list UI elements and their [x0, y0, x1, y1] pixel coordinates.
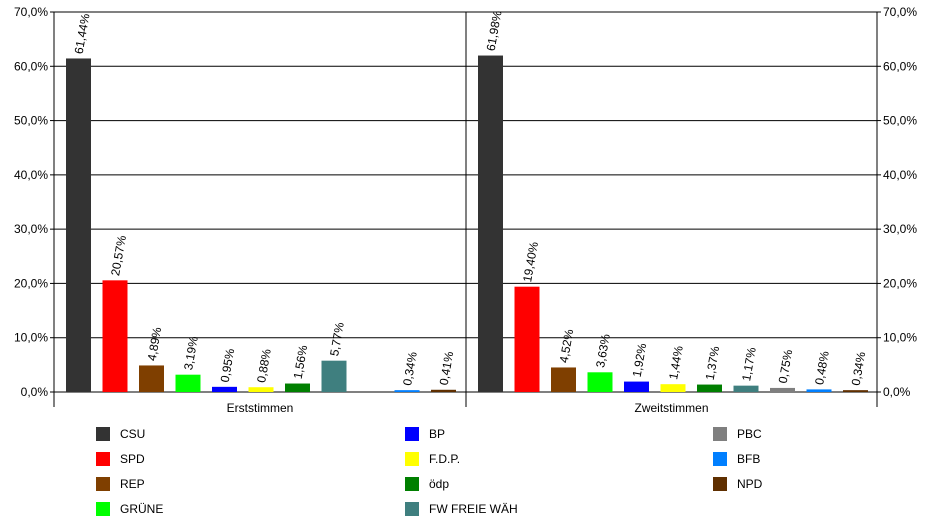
bar — [660, 384, 686, 392]
bar — [102, 280, 128, 392]
data-label: 0,95% — [218, 347, 238, 383]
bar — [285, 383, 310, 392]
y-tick-label: 40,0% — [14, 168, 48, 182]
bar — [66, 58, 91, 393]
data-label: 1,56% — [291, 344, 311, 380]
data-label: 0,41% — [437, 350, 457, 386]
x-category-label: Zweitstimmen — [634, 401, 708, 415]
y-tick-label-right: 0,0% — [883, 385, 911, 399]
data-label: 5,77% — [327, 321, 347, 357]
data-label: 1,44% — [666, 344, 686, 380]
data-label: 61,98% — [484, 9, 505, 52]
bar — [733, 385, 759, 392]
bar — [697, 384, 722, 392]
y-tick-label-right: 40,0% — [883, 168, 917, 182]
bar — [321, 360, 347, 392]
y-tick-label-right: 70,0% — [883, 5, 917, 19]
y-tick-label-right: 20,0% — [883, 276, 917, 290]
bar — [212, 386, 237, 392]
y-tick-label-right: 60,0% — [883, 59, 917, 73]
y-tick-label: 0,0% — [21, 385, 49, 399]
y-tick-label: 30,0% — [14, 222, 48, 236]
bar — [248, 387, 274, 392]
y-tick-label: 20,0% — [14, 276, 48, 290]
y-tick-label: 50,0% — [14, 114, 48, 128]
bar — [587, 372, 613, 392]
y-tick-label: 70,0% — [14, 5, 48, 19]
bar — [394, 390, 420, 392]
data-label: 3,19% — [181, 335, 201, 371]
data-label: 0,34% — [400, 350, 420, 386]
bar — [431, 389, 456, 392]
y-tick-label-right: 50,0% — [883, 114, 917, 128]
data-label: 0,88% — [254, 347, 274, 383]
data-label: 19,40% — [520, 240, 541, 283]
data-label: 1,17% — [739, 346, 759, 382]
data-label: 0,48% — [812, 350, 832, 386]
bar — [514, 286, 540, 392]
bar — [770, 387, 795, 392]
data-label: 4,89% — [145, 326, 165, 362]
data-label: 3,63% — [593, 333, 613, 369]
data-label: 0,75% — [776, 348, 796, 384]
bar — [139, 365, 164, 392]
y-tick-label-right: 30,0% — [883, 222, 917, 236]
x-category-label: Erststimmen — [227, 401, 294, 415]
data-label: 1,37% — [703, 345, 723, 381]
data-label: 61,44% — [72, 12, 93, 55]
bar — [843, 390, 868, 392]
y-tick-label: 60,0% — [14, 59, 48, 73]
bar — [624, 381, 649, 392]
data-label: 4,52% — [557, 328, 577, 364]
y-tick-label: 10,0% — [14, 331, 48, 345]
y-tick-label-right: 10,0% — [883, 331, 917, 345]
data-label: 1,92% — [630, 342, 650, 378]
bar — [175, 374, 201, 392]
data-label: 20,57% — [108, 234, 129, 277]
bar — [478, 55, 503, 393]
bar — [806, 389, 832, 392]
data-label: 0,34% — [849, 350, 869, 386]
bar — [551, 367, 576, 392]
